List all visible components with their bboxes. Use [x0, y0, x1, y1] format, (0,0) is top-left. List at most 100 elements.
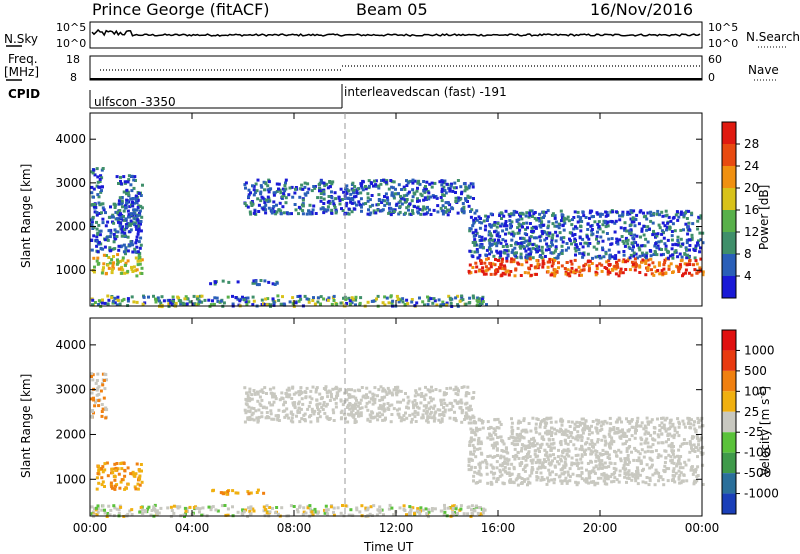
velocity-echo-cell	[196, 506, 200, 510]
power-echo-cell	[476, 296, 480, 300]
velocity-echo-cell	[520, 461, 524, 464]
power-echo-cell	[605, 260, 609, 264]
velocity-echo-cell	[652, 431, 656, 435]
power-echo-cell	[120, 234, 124, 238]
velocity-echo-cell	[298, 410, 302, 414]
power-echo-cell	[330, 182, 334, 186]
power-echo-cell	[134, 241, 138, 245]
power-echo-cell	[630, 220, 634, 224]
velocity-echo-cell	[552, 441, 556, 445]
power-echo-cell	[520, 263, 524, 267]
velocity-echo-cell	[344, 504, 348, 508]
power-echo-cell	[95, 239, 99, 243]
velocity-echo-cell	[398, 415, 402, 419]
power-echo-cell	[562, 216, 566, 220]
velocity-echo-cell	[556, 460, 559, 464]
power-echo-cell	[277, 187, 280, 191]
velocity-echo-cell	[271, 506, 274, 510]
power-echo-cell	[574, 243, 578, 247]
power-echo-cell	[528, 242, 532, 246]
power-echo-cell	[488, 261, 492, 265]
velocity-echo-cell	[649, 433, 653, 437]
power-echo-cell	[117, 182, 120, 185]
velocity-echo-cell	[449, 386, 452, 390]
velocity-echo-cell	[495, 460, 499, 464]
power-echo-cell	[598, 214, 602, 218]
velocity-echo-cell	[247, 506, 250, 510]
velocity-echo-cell	[490, 443, 494, 447]
velocity-echo-cell	[615, 478, 619, 482]
velocity-echo-cell	[548, 429, 552, 433]
velocity-echo-cell	[545, 429, 549, 433]
velocity-echo-cell	[645, 463, 649, 467]
power-echo-cell	[133, 221, 137, 225]
velocity-echo-cell	[358, 510, 362, 514]
power-echo-cell	[614, 219, 618, 223]
power-echo-cell	[246, 296, 250, 300]
power-echo-cell	[581, 210, 585, 214]
power-echo-cell	[131, 243, 134, 247]
power-echo-cell	[244, 181, 248, 185]
power-echo-cell	[512, 258, 516, 262]
velocity-echo-cell	[626, 453, 630, 457]
power-echo-cell	[456, 294, 460, 298]
velocity-echo-cell	[342, 412, 346, 416]
velocity-echo-cell	[252, 407, 256, 410]
power-echo-cell	[339, 187, 343, 191]
velocity-echo-cell	[382, 404, 385, 408]
power-echo-cell	[675, 210, 679, 214]
power-echo-cell	[353, 201, 357, 205]
power-echo-cell	[472, 221, 476, 225]
velocity-echo-cell	[648, 420, 651, 424]
power-echo-cell	[582, 264, 586, 268]
velocity-echo-cell	[522, 479, 526, 483]
velocity-echo-cell	[625, 480, 628, 484]
power-echo-cell	[283, 189, 287, 193]
velocity-echo-cell	[365, 401, 369, 405]
velocity-echo-cell	[614, 468, 618, 472]
power-echo-cell	[628, 247, 632, 250]
power-echo-cell	[640, 251, 644, 255]
velocity-echo-cell	[660, 441, 664, 445]
velocity-echo-cell	[439, 509, 443, 513]
power-echo-cell	[500, 217, 503, 220]
power-echo-cell	[558, 231, 562, 235]
velocity-echo-cell	[581, 428, 585, 432]
power-echo-cell	[124, 205, 128, 209]
power-echo-cell	[499, 254, 503, 258]
power-colorbar-swatch	[722, 188, 736, 210]
power-echo-cell	[508, 219, 512, 223]
power-echo-cell	[92, 205, 96, 209]
power-echo-cell	[475, 298, 479, 302]
power-echo-cell	[288, 300, 292, 304]
power-echo-cell	[264, 182, 268, 186]
power-echo-cell	[427, 197, 431, 201]
power-echo-cell	[478, 300, 482, 304]
power-echo-cell	[659, 239, 663, 243]
power-echo-cell	[284, 187, 288, 191]
velocity-echo-cell	[653, 483, 657, 487]
power-echo-cell	[528, 257, 532, 261]
velocity-echo-cell	[701, 463, 705, 467]
velocity-echo-cell	[527, 450, 531, 454]
velocity-echo-cell	[472, 479, 475, 483]
power-echo-cell	[644, 259, 648, 263]
power-echo-cell	[509, 222, 513, 226]
power-echo-cell	[548, 231, 552, 235]
velocity-echo-cell	[589, 459, 593, 463]
velocity-echo-cell	[616, 427, 620, 431]
power-echo-cell	[544, 248, 548, 252]
power-echo-cell	[515, 218, 519, 222]
power-echo-cell	[513, 274, 517, 278]
power-echo-cell	[347, 196, 351, 200]
velocity-echo-cell	[630, 450, 633, 454]
power-echo-cell	[619, 226, 623, 230]
velocity-echo-cell	[383, 408, 387, 412]
velocity-colorbar-swatch	[722, 493, 736, 514]
power-ytick-label: 3000	[55, 176, 86, 190]
power-echo-cell	[480, 221, 484, 225]
velocity-echo-cell	[675, 464, 679, 468]
velocity-echo-cell	[627, 428, 631, 432]
velocity-echo-cell	[679, 481, 683, 485]
velocity-echo-cell	[500, 449, 504, 452]
